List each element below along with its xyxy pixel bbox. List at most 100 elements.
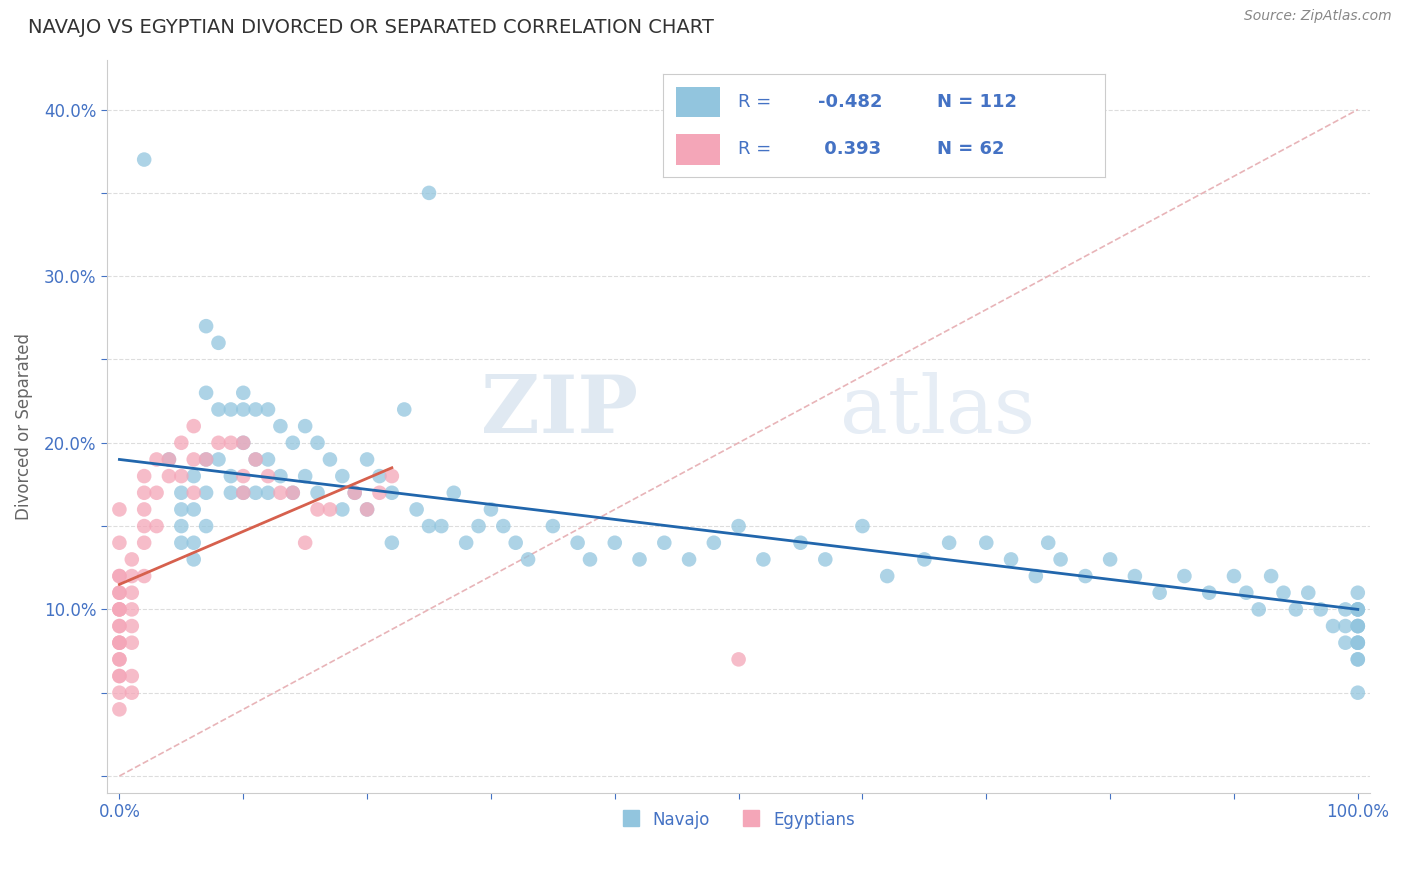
- Point: [108, 636, 131, 650]
- Point: [170, 519, 193, 533]
- Point: [108, 652, 131, 666]
- Point: [232, 435, 254, 450]
- Point: [876, 569, 898, 583]
- Point: [134, 569, 156, 583]
- Point: [108, 636, 131, 650]
- Point: [121, 686, 143, 700]
- Point: [703, 535, 725, 549]
- Point: [727, 519, 749, 533]
- Point: [219, 435, 242, 450]
- Point: [752, 552, 775, 566]
- Point: [343, 485, 366, 500]
- Point: [294, 535, 316, 549]
- Point: [418, 519, 440, 533]
- Point: [219, 469, 242, 483]
- Point: [1049, 552, 1071, 566]
- Point: [257, 452, 280, 467]
- Point: [121, 602, 143, 616]
- Point: [195, 452, 218, 467]
- Point: [1334, 619, 1357, 633]
- Point: [108, 652, 131, 666]
- Point: [467, 519, 489, 533]
- Point: [232, 485, 254, 500]
- Point: [1173, 569, 1195, 583]
- Point: [1260, 569, 1282, 583]
- Point: [121, 585, 143, 599]
- Point: [269, 469, 291, 483]
- Point: [245, 485, 267, 500]
- Point: [121, 619, 143, 633]
- Point: [851, 519, 873, 533]
- Point: [307, 485, 329, 500]
- Point: [108, 619, 131, 633]
- Point: [183, 552, 205, 566]
- Point: [330, 469, 353, 483]
- Point: [219, 402, 242, 417]
- Point: [183, 502, 205, 516]
- Point: [195, 452, 218, 467]
- Point: [170, 535, 193, 549]
- Point: [294, 419, 316, 434]
- Point: [814, 552, 837, 566]
- Point: [183, 419, 205, 434]
- Point: [108, 636, 131, 650]
- Point: [789, 535, 811, 549]
- Point: [121, 636, 143, 650]
- Point: [418, 186, 440, 200]
- Point: [157, 452, 180, 467]
- Point: [145, 485, 167, 500]
- Point: [1347, 636, 1369, 650]
- Point: [195, 319, 218, 334]
- Point: [567, 535, 589, 549]
- Point: [170, 485, 193, 500]
- Point: [232, 402, 254, 417]
- Point: [195, 519, 218, 533]
- Text: ZIP: ZIP: [481, 373, 637, 450]
- Point: [368, 485, 391, 500]
- Point: [281, 435, 304, 450]
- Point: [108, 602, 131, 616]
- Point: [1347, 686, 1369, 700]
- Point: [108, 686, 131, 700]
- Point: [356, 502, 378, 516]
- Point: [479, 502, 502, 516]
- Point: [1334, 636, 1357, 650]
- Point: [405, 502, 427, 516]
- Point: [541, 519, 564, 533]
- Point: [108, 569, 131, 583]
- Point: [1334, 602, 1357, 616]
- Point: [108, 535, 131, 549]
- Point: [170, 502, 193, 516]
- Point: [1099, 552, 1122, 566]
- Point: [330, 502, 353, 516]
- Point: [121, 552, 143, 566]
- Point: [219, 485, 242, 500]
- Point: [183, 469, 205, 483]
- Point: [108, 569, 131, 583]
- Point: [381, 469, 404, 483]
- Point: [727, 652, 749, 666]
- Point: [134, 519, 156, 533]
- Point: [505, 535, 527, 549]
- Point: [1347, 619, 1369, 633]
- Point: [517, 552, 540, 566]
- Point: [207, 452, 229, 467]
- Point: [912, 552, 935, 566]
- Point: [170, 435, 193, 450]
- Point: [269, 485, 291, 500]
- Point: [134, 535, 156, 549]
- Point: [245, 402, 267, 417]
- Point: [207, 435, 229, 450]
- Point: [183, 452, 205, 467]
- Point: [1347, 636, 1369, 650]
- Point: [232, 469, 254, 483]
- Point: [628, 552, 651, 566]
- Point: [319, 502, 342, 516]
- Point: [492, 519, 515, 533]
- Text: atlas: atlas: [839, 373, 1035, 450]
- Point: [1296, 585, 1319, 599]
- Point: [1074, 569, 1097, 583]
- Point: [603, 535, 626, 549]
- Point: [343, 485, 366, 500]
- Point: [108, 585, 131, 599]
